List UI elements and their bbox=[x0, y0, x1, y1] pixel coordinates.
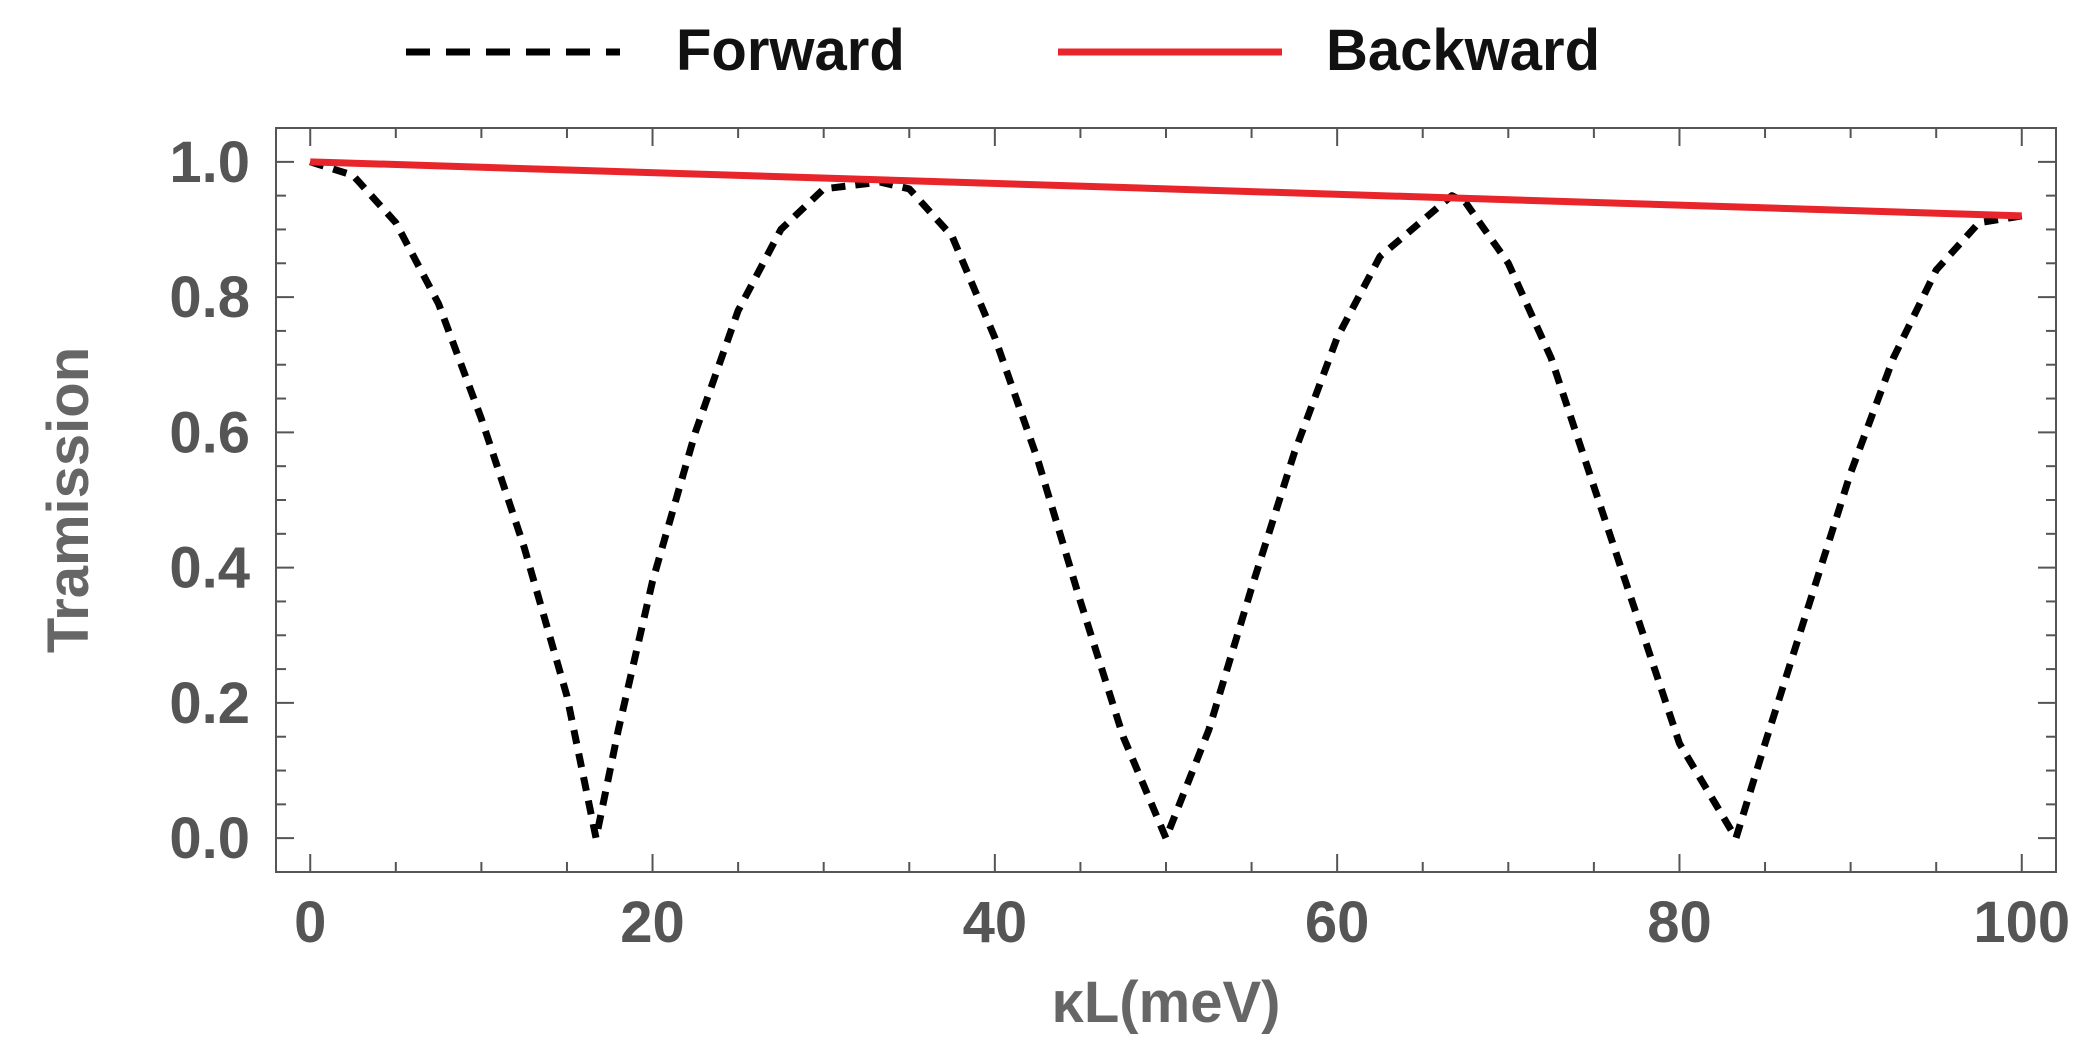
x-tick-label: 100 bbox=[1973, 890, 2070, 955]
legend-label-backward: Backward bbox=[1326, 18, 1600, 83]
y-tick-label: 0.4 bbox=[169, 536, 250, 601]
x-tick-label: 40 bbox=[963, 890, 1028, 955]
y-tick-label: 0.0 bbox=[169, 806, 250, 871]
legend: Forward Backward bbox=[406, 18, 1600, 83]
x-tick-label: 80 bbox=[1647, 890, 1712, 955]
y-tick-label: 1.0 bbox=[169, 130, 250, 195]
legend-label-forward: Forward bbox=[676, 18, 905, 83]
x-tick-label: 20 bbox=[620, 890, 685, 955]
series-layer bbox=[309, 158, 2023, 842]
x-axis-label: κL(meV) bbox=[1052, 970, 1281, 1035]
plot-frame bbox=[275, 127, 2057, 873]
x-tick-label: 0 bbox=[294, 890, 326, 955]
axis-ticks: 0 20 40 60 80 100 0.0 0.2 0.4 0.6 0.8 1.0 bbox=[169, 128, 2070, 955]
y-axis-label: Tramission bbox=[36, 347, 101, 653]
x-tick-label: 60 bbox=[1305, 890, 1370, 955]
y-tick-label: 0.8 bbox=[169, 265, 250, 330]
y-tick-label: 0.2 bbox=[169, 671, 250, 736]
series-line-forward bbox=[309, 158, 2023, 842]
series-line-backward bbox=[310, 158, 2022, 220]
y-tick-label: 0.6 bbox=[169, 400, 250, 465]
